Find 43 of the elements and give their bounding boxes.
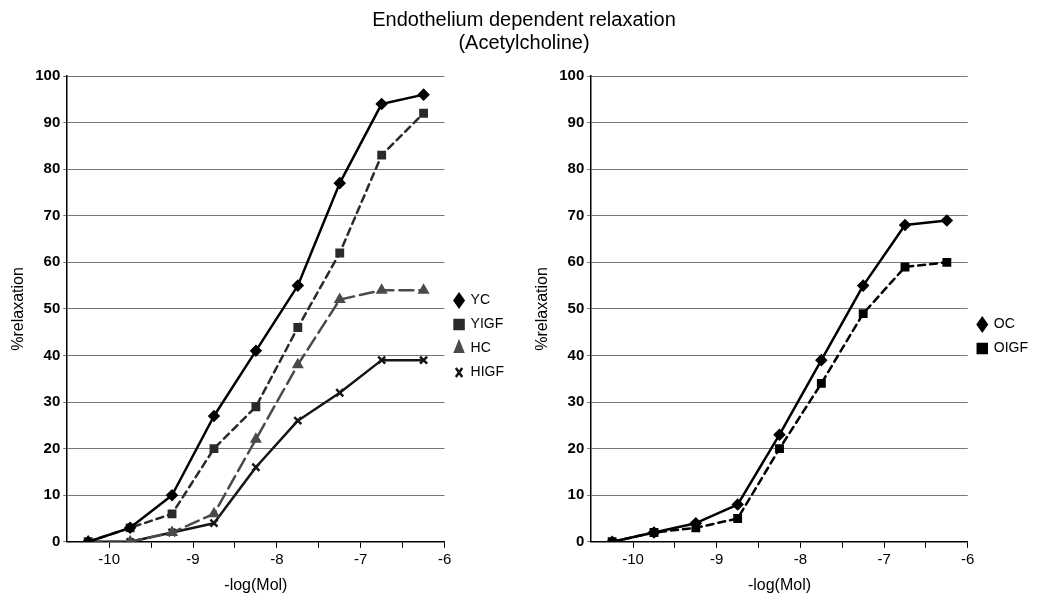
x-tick-label: -9	[186, 549, 200, 567]
legend-label: YIGF	[470, 315, 504, 332]
x-tick-label: -7	[354, 549, 368, 567]
y-tick-label: 100	[559, 66, 585, 84]
legend-label: OC	[993, 315, 1015, 332]
x-axis-title: -log(Mol)	[747, 575, 812, 593]
text: Endothelium dependent relaxation (Acetylcholine)	[371, 7, 677, 55]
y-tick-label: 30	[43, 392, 61, 410]
x-tick-label: -10	[622, 549, 644, 567]
y-tick-label: 60	[43, 252, 61, 270]
y-axis-title: %relaxation	[533, 267, 551, 351]
x-tick-label: -10	[98, 549, 120, 567]
y-tick-label: 90	[43, 112, 61, 130]
y-tick-label: 80	[43, 159, 61, 177]
legend-label: HC	[470, 339, 491, 356]
x-tick-label: -8	[793, 549, 808, 567]
x-tick-label: -9	[710, 549, 724, 567]
y-tick-label: 0	[51, 531, 61, 549]
y-tick-label: 40	[43, 345, 61, 363]
y-tick-label: 70	[43, 205, 61, 223]
y-tick-label: 100	[35, 66, 61, 84]
x-axis-title: -log(Mol)	[224, 575, 288, 593]
x-tick-label: -6	[437, 549, 452, 567]
y-tick-label: 0	[575, 531, 585, 549]
y-tick-label: 50	[567, 299, 585, 317]
y-tick-label: 20	[43, 438, 61, 456]
y-tick-label: 70	[567, 205, 585, 223]
y-tick-label: 80	[567, 159, 585, 177]
x-tick-label: -6	[961, 549, 975, 567]
legend-label: OIGF	[993, 339, 1029, 356]
legend-label: YC	[470, 291, 491, 308]
y-tick-label: 30	[567, 392, 585, 410]
y-tick-label: 10	[43, 485, 61, 503]
y-tick-label: 50	[43, 299, 61, 317]
legend-label: HIGF	[470, 363, 505, 380]
y-tick-label: 60	[567, 252, 585, 270]
x-tick-label: -8	[270, 549, 284, 567]
y-tick-label: 10	[567, 485, 585, 503]
y-tick-label: 20	[567, 438, 585, 456]
y-axis-title: %relaxation	[9, 267, 27, 351]
y-tick-label: 40	[567, 345, 585, 363]
x-tick-label: -7	[877, 549, 891, 567]
y-tick-label: 90	[567, 112, 585, 130]
